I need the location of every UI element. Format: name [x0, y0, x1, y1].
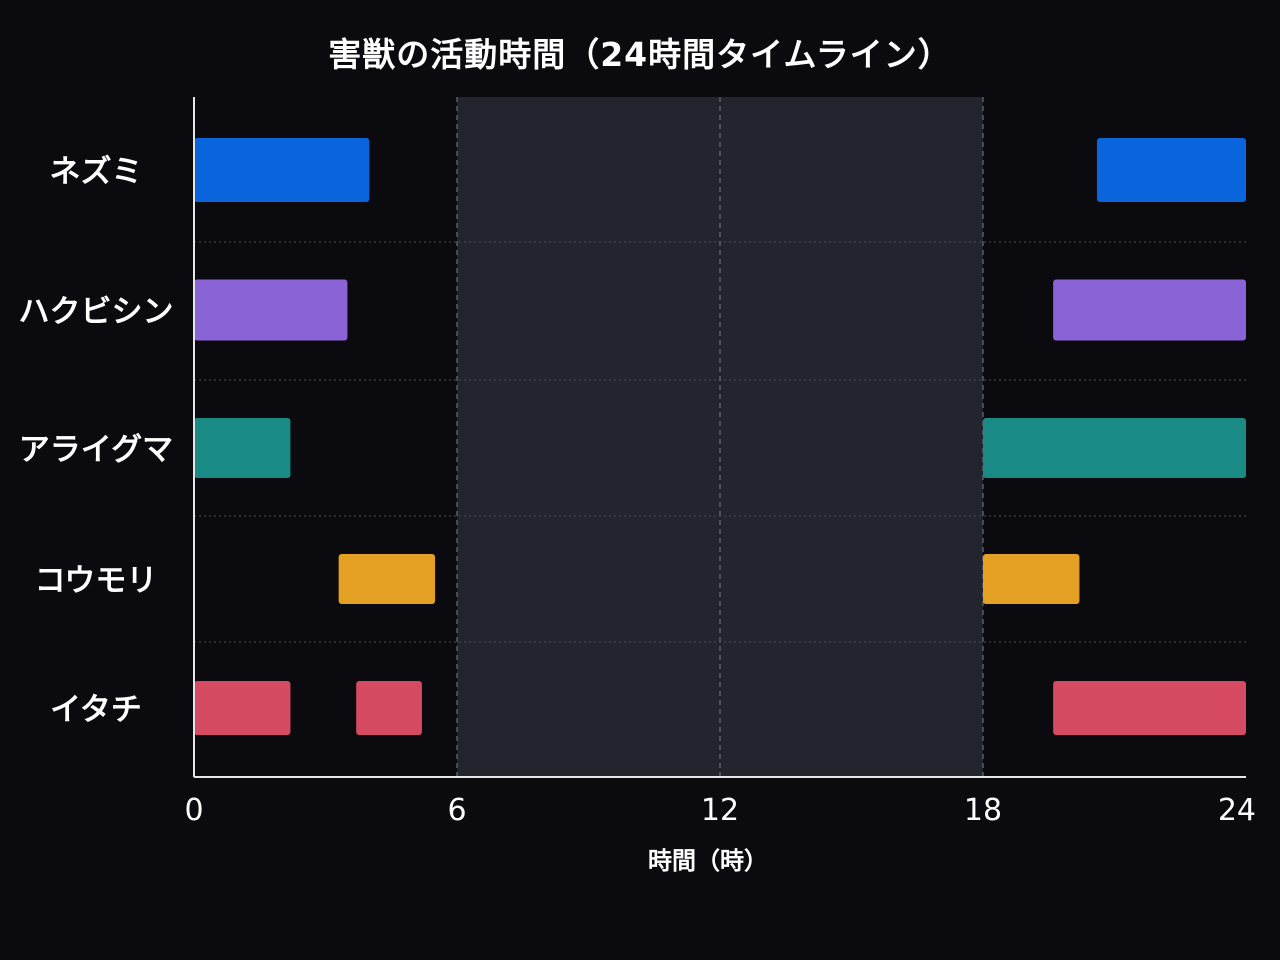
bar-1-1: [1053, 279, 1246, 341]
bar-4-1: [356, 681, 422, 735]
bar-0-1: [1096, 138, 1246, 202]
x-tick-label-6: 6: [447, 793, 466, 828]
daytime-shading: [457, 97, 983, 777]
bar-2-0: [194, 418, 291, 478]
x-tick-label-18: 18: [964, 793, 1002, 828]
bar-4-2: [1053, 681, 1246, 735]
x-tick-label-12: 12: [701, 793, 739, 828]
x-axis-label: 時間（時）: [648, 847, 768, 875]
y-category-label-3: コウモリ: [35, 563, 158, 599]
bar-2-1: [983, 418, 1246, 478]
y-category-label-1: ハクビシン: [19, 294, 174, 330]
x-tick-label-24: 24: [1218, 793, 1256, 828]
bar-4-0: [194, 681, 291, 735]
y-category-label-0: ネズミ: [50, 154, 143, 190]
bar-3-1: [983, 554, 1080, 604]
chart-title: 害獣の活動時間（24時間タイムライン）: [328, 35, 952, 74]
bar-3-0: [338, 554, 436, 604]
bar-1-0: [194, 279, 348, 341]
x-tick-label-0: 0: [184, 793, 203, 828]
y-category-label-4: イタチ: [50, 692, 142, 728]
bar-0-0: [194, 138, 370, 202]
y-category-label-2: アライグマ: [19, 432, 173, 468]
